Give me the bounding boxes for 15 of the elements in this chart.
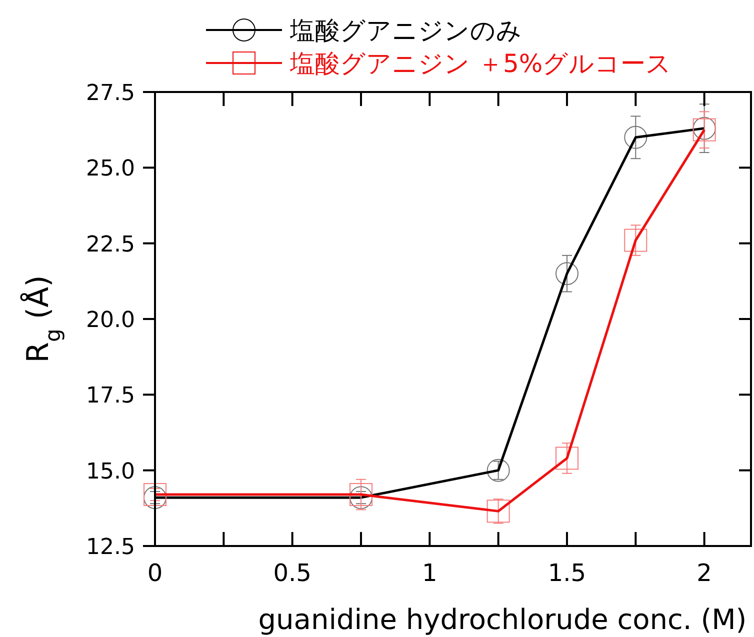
x-tick-label: 2: [696, 559, 712, 587]
legend-label: 塩酸グアニジンのみ: [289, 16, 522, 45]
y-tick-label: 12.5: [86, 535, 135, 560]
x-tick-label: 1: [422, 559, 438, 587]
x-tick-label: 0.5: [273, 559, 312, 587]
x-axis-title: guanidine hydrochlorude conc. (M): [258, 603, 747, 636]
y-tick-label: 25.0: [86, 156, 135, 182]
y-tick-label: 22.5: [86, 232, 135, 258]
legend-label: 塩酸グアニジン ＋5%グルコース: [289, 49, 672, 78]
y-tick-label: 15.0: [86, 459, 135, 484]
y-tick-label: 20.0: [86, 308, 135, 333]
x-tick-label: 0: [147, 559, 163, 587]
y-tick-label: 27.5: [86, 81, 135, 106]
y-tick-label: 17.5: [86, 384, 135, 409]
x-tick-label: 1.5: [548, 559, 586, 587]
